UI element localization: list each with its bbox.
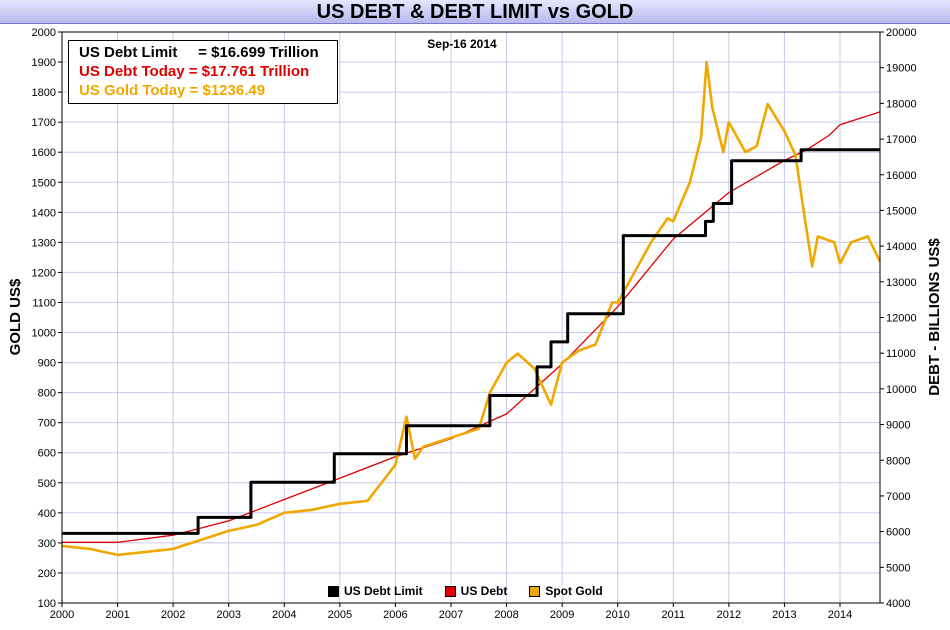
y2-tick-label: 8000 xyxy=(886,455,910,467)
x-tick-label: 2001 xyxy=(105,609,129,621)
y-tick-label: 700 xyxy=(38,418,56,430)
x-tick-label: 2005 xyxy=(328,609,352,621)
info-debt-today: US Debt Today = $17.761 Trillion xyxy=(79,63,310,80)
y-tick-label: 600 xyxy=(38,448,56,460)
legend: US Debt Limit US Debt Spot Gold xyxy=(328,584,603,598)
legend-label-debt: US Debt xyxy=(460,584,508,598)
x-tick-label: 2011 xyxy=(661,609,685,621)
y2-tick-label: 9000 xyxy=(886,420,910,432)
x-tick-label: 2010 xyxy=(605,609,629,621)
y-tick-label: 1000 xyxy=(32,328,56,340)
y2-tick-label: 19000 xyxy=(886,63,917,75)
y-axis-title-right: DEBT - BILLIONS US$ xyxy=(926,238,943,396)
chart-title: US DEBT & DEBT LIMIT vs GOLD xyxy=(316,1,634,23)
x-tick-label: 2006 xyxy=(383,609,407,621)
y2-tick-label: 4000 xyxy=(886,598,910,610)
y-tick-label: 1300 xyxy=(32,237,56,249)
plot-area xyxy=(62,32,880,603)
legend-label-gold: Spot Gold xyxy=(545,584,603,598)
y2-tick-label: 16000 xyxy=(886,170,917,182)
y-axis-title-left: GOLD US$ xyxy=(7,278,24,355)
x-tick-label: 2014 xyxy=(828,609,852,621)
y-tick-label: 100 xyxy=(38,598,56,610)
y-tick-label: 200 xyxy=(38,568,56,580)
title-bar: US DEBT & DEBT LIMIT vs GOLD xyxy=(0,0,950,24)
y2-tick-label: 14000 xyxy=(886,241,917,253)
x-tick-label: 2008 xyxy=(494,609,518,621)
y-tick-label: 1400 xyxy=(32,207,56,219)
legend-item-gold: Spot Gold xyxy=(529,584,603,598)
info-box: US Debt Limit = $16.699 Trillion US Debt… xyxy=(68,40,338,104)
y-tick-label: 1100 xyxy=(32,297,56,309)
x-tick-label: 2009 xyxy=(550,609,574,621)
y2-tick-label: 6000 xyxy=(886,527,910,539)
y2-tick-label: 15000 xyxy=(886,205,917,217)
x-tick-label: 2004 xyxy=(272,609,296,621)
legend-swatch-debt-limit xyxy=(328,585,339,597)
y-tick-label: 1500 xyxy=(32,177,56,189)
y2-tick-label: 12000 xyxy=(886,313,917,325)
y2-tick-label: 20000 xyxy=(886,27,917,39)
y-tick-label: 1600 xyxy=(32,147,56,159)
y2-tick-label: 18000 xyxy=(886,98,917,110)
legend-swatch-debt xyxy=(444,585,456,597)
y2-tick-label: 10000 xyxy=(886,384,917,396)
legend-label-debt-limit: US Debt Limit xyxy=(344,584,423,598)
y-tick-label: 1800 xyxy=(32,87,56,99)
x-tick-label: 2012 xyxy=(717,609,741,621)
y-tick-label: 900 xyxy=(38,358,56,370)
legend-item-debt-limit: US Debt Limit xyxy=(328,584,423,598)
y2-tick-label: 13000 xyxy=(886,277,917,289)
y-tick-label: 800 xyxy=(38,388,56,400)
y-tick-label: 500 xyxy=(38,478,56,490)
x-tick-label: 2000 xyxy=(50,609,74,621)
y2-tick-label: 5000 xyxy=(886,562,910,574)
x-tick-label: 2002 xyxy=(161,609,185,621)
y-tick-label: 300 xyxy=(38,538,56,550)
info-debt-limit: US Debt Limit = $16.699 Trillion xyxy=(79,44,319,61)
x-tick-label: 2013 xyxy=(772,609,796,621)
y2-tick-label: 7000 xyxy=(886,491,910,503)
info-gold-today: US Gold Today = $1236.49 xyxy=(79,82,266,99)
series-line-spot-gold xyxy=(61,60,882,557)
y2-tick-label: 11000 xyxy=(886,348,916,360)
date-label: Sep-16 2014 xyxy=(427,37,497,51)
series-line-us-debt xyxy=(62,111,881,543)
y-tick-label: 1900 xyxy=(32,57,56,69)
legend-item-debt: US Debt xyxy=(444,584,508,598)
y-tick-label: 400 xyxy=(38,508,56,520)
y-tick-label: 1700 xyxy=(32,117,56,129)
y-tick-label: 2000 xyxy=(32,27,56,39)
y2-tick-label: 17000 xyxy=(886,134,917,146)
x-tick-label: 2003 xyxy=(216,609,240,621)
x-tick-label: 2007 xyxy=(439,609,463,621)
y-tick-label: 1200 xyxy=(32,267,56,279)
legend-swatch-gold xyxy=(529,585,541,597)
series-line-us-debt-limit xyxy=(62,148,880,535)
